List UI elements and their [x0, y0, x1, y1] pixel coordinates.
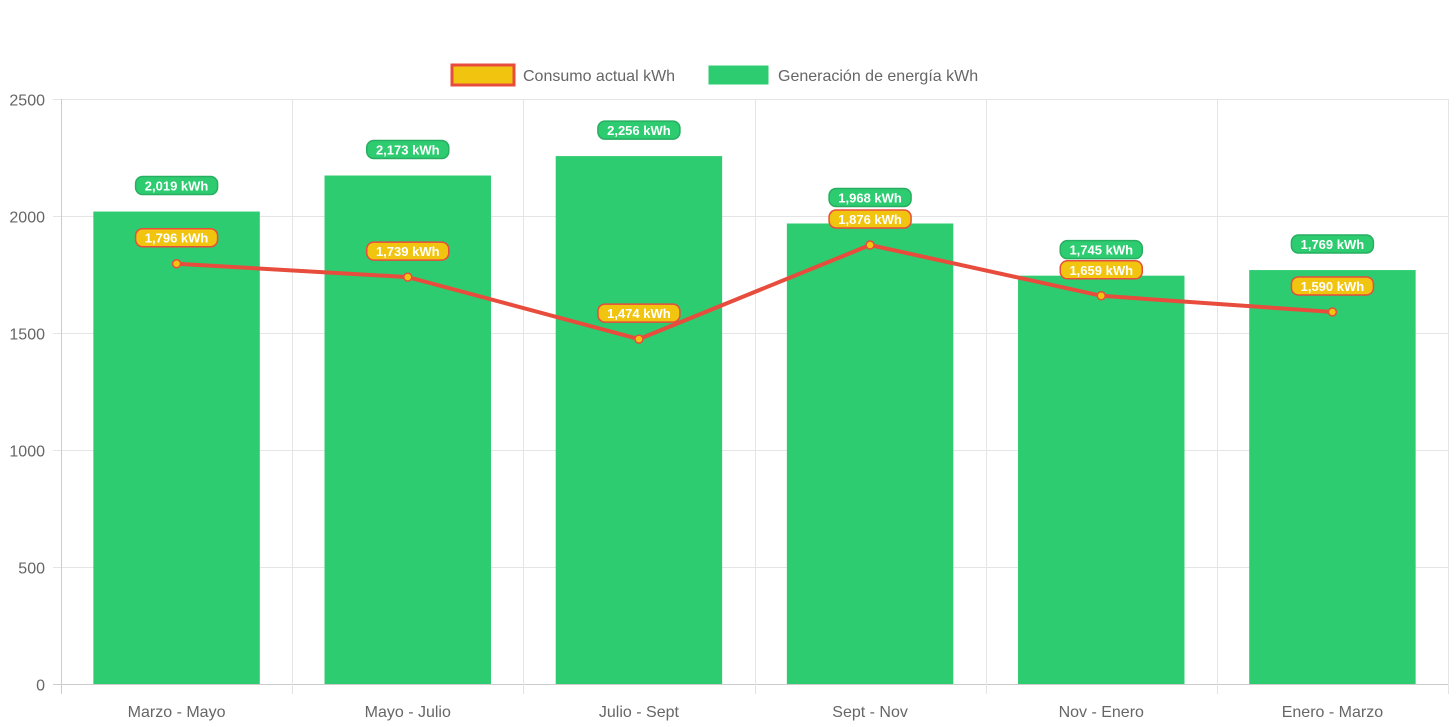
point-consumo[interactable]	[634, 334, 644, 344]
data-labels: 2,019 kWh 2,173 kWh 2,256 kWh 1,968 kWh 1,74…	[134, 120, 1375, 323]
label-consumo-text: 1,876 kWh	[838, 212, 902, 227]
label-consumo: 1,876 kWh	[828, 209, 912, 229]
x-tick-label: Marzo - Mayo	[128, 704, 226, 721]
line-consumo	[176, 242, 1333, 342]
label-consumo-text: 1,739 kWh	[376, 244, 440, 259]
label-consumo-bg	[597, 303, 681, 323]
point-consumo[interactable]	[1096, 291, 1106, 301]
bar-generacion[interactable]	[555, 156, 723, 684]
bar-generacion[interactable]	[1018, 275, 1185, 684]
legend-label-generacion: Generación de energía kWh	[778, 68, 978, 85]
label-generacion: 1,769 kWh	[1290, 234, 1375, 254]
label-generacion-text: 1,769 kWh	[1301, 237, 1365, 252]
label-consumo-bg	[1059, 260, 1143, 280]
x-tick-label: Nov - Enero	[1059, 704, 1144, 721]
y-tick-label: 2000	[9, 210, 45, 227]
legend-item-generacion[interactable]: Generación de energía kWh	[708, 65, 978, 85]
label-generacion-bg	[1290, 234, 1375, 254]
legend-swatch-consumo	[450, 63, 516, 87]
label-consumo: 1,659 kWh	[1059, 260, 1143, 280]
line-series	[171, 240, 1338, 344]
bars	[93, 156, 1416, 684]
label-generacion-text: 2,019 kWh	[145, 179, 209, 194]
y-tick-label: 2500	[9, 93, 45, 110]
label-generacion: 1,745 kWh	[1059, 239, 1143, 260]
point-consumo[interactable]	[171, 258, 182, 269]
label-consumo: 1,796 kWh	[134, 227, 219, 248]
label-consumo-bg	[828, 209, 912, 229]
label-consumo-text: 1,590 kWh	[1301, 279, 1365, 294]
x-tick-label: Julio - Sept	[599, 704, 680, 721]
label-consumo: 1,590 kWh	[1290, 276, 1375, 296]
bar-generacion[interactable]	[93, 211, 260, 684]
label-consumo-bg	[134, 227, 219, 248]
y-tick-label: 500	[18, 561, 45, 578]
label-consumo-bg	[1290, 276, 1375, 296]
point-consumo[interactable]	[865, 240, 875, 250]
label-generacion-bg	[828, 187, 912, 208]
label-consumo-bg	[366, 241, 450, 261]
y-tick-label: 1500	[9, 327, 45, 344]
point-consumo[interactable]	[403, 272, 413, 282]
x-tick-label: Mayo - Julio	[365, 704, 451, 721]
grid	[53, 99, 1449, 694]
bar-generacion[interactable]	[786, 223, 954, 684]
x-tick-label: Enero - Marzo	[1282, 704, 1383, 721]
label-generacion-text: 1,745 kWh	[1069, 243, 1133, 258]
label-consumo-text: 1,474 kWh	[607, 306, 671, 321]
x-tick-label: Sept - Nov	[832, 704, 908, 721]
y-tick-label: 1000	[9, 444, 45, 461]
label-consumo: 1,739 kWh	[366, 241, 450, 261]
legend: Consumo actual kWh Generación de energía…	[450, 63, 978, 87]
label-generacion-bg	[597, 120, 681, 140]
legend-label-consumo: Consumo actual kWh	[523, 68, 675, 85]
y-tick-label: 0	[36, 678, 45, 695]
label-consumo-text: 1,796 kWh	[145, 231, 209, 246]
label-generacion: 2,256 kWh	[597, 120, 681, 140]
label-generacion-text: 1,968 kWh	[838, 190, 902, 205]
label-generacion: 2,173 kWh	[366, 139, 450, 160]
point-consumo[interactable]	[1327, 307, 1338, 317]
label-generacion-bg	[366, 139, 450, 160]
label-generacion-bg	[134, 175, 219, 196]
label-consumo-text: 1,659 kWh	[1069, 263, 1133, 278]
bar-generacion[interactable]	[1249, 270, 1416, 684]
label-generacion: 1,968 kWh	[828, 187, 912, 208]
axes: 0 500 1000 1500 2000 2500 Marzo - Mayo Mayo - J…	[9, 93, 1383, 722]
label-generacion: 2,019 kWh	[134, 175, 219, 196]
label-generacion-bg	[1059, 239, 1143, 260]
label-generacion-text: 2,173 kWh	[376, 143, 440, 158]
label-consumo: 1,474 kWh	[597, 303, 681, 323]
label-generacion-text: 2,256 kWh	[607, 123, 671, 138]
legend-swatch-generacion	[708, 65, 769, 85]
legend-item-consumo[interactable]: Consumo actual kWh	[450, 63, 675, 87]
